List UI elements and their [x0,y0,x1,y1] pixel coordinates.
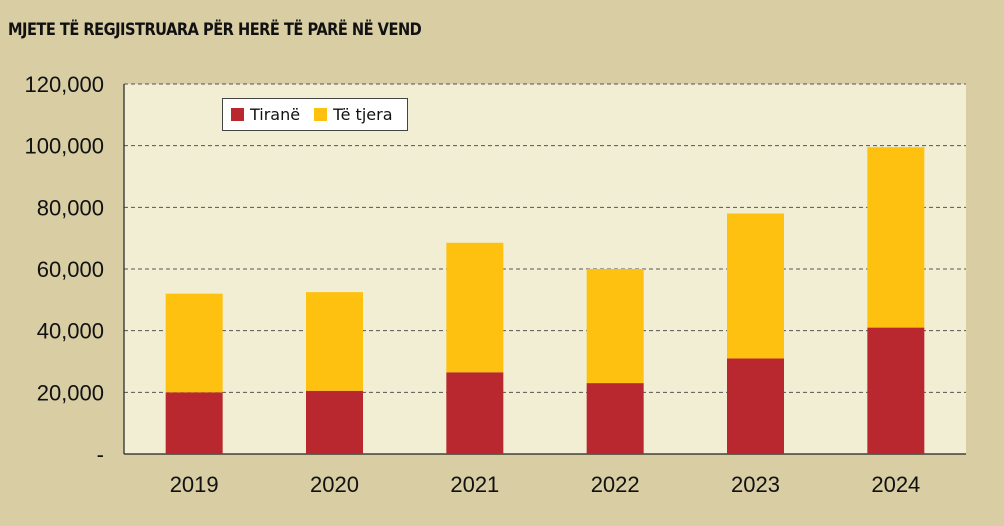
bar-te-tjera-2022 [586,269,644,384]
bar-te-tjera-2019 [165,293,223,393]
legend-swatch-te-tjera [314,108,328,121]
bar-tirane-2024 [867,327,925,454]
x-tick-label: 2024 [871,472,920,497]
y-tick-label: 60,000 [37,257,104,282]
y-tick-label: - [97,442,104,467]
bar-tirane-2022 [586,383,644,454]
y-tick-label: 40,000 [37,319,104,344]
x-tick-label: 2021 [450,472,499,497]
bar-te-tjera-2024 [867,147,925,328]
legend-item-te-tjera: Të tjera [314,105,393,124]
legend-item-tirane: Tiranë [231,105,300,124]
y-tick-label: 120,000 [24,72,104,97]
x-tick-label: 2020 [310,472,359,497]
legend-label-te-tjera: Të tjera [333,105,393,124]
x-tick-label: 2022 [591,472,640,497]
legend-swatch-tirane [231,108,244,121]
bar-tirane-2021 [446,372,504,454]
bar-te-tjera-2021 [446,242,504,373]
legend: Tiranë Të tjera [222,98,408,131]
bar-tirane-2023 [727,358,784,454]
chart-title: MJETE TË REGJISTRUARA PËR HERË TË PARË N… [8,20,422,40]
bar-te-tjera-2020 [306,292,363,391]
bar-tirane-2020 [306,390,363,454]
y-tick-label: 80,000 [37,195,104,220]
y-tick-label: 20,000 [37,380,104,405]
bar-tirane-2019 [165,392,223,454]
x-tick-label: 2019 [170,472,219,497]
x-tick-label: 2023 [731,472,780,497]
legend-label-tirane: Tiranë [250,105,301,124]
bar-te-tjera-2023 [727,213,784,359]
y-tick-label: 100,000 [24,134,104,159]
